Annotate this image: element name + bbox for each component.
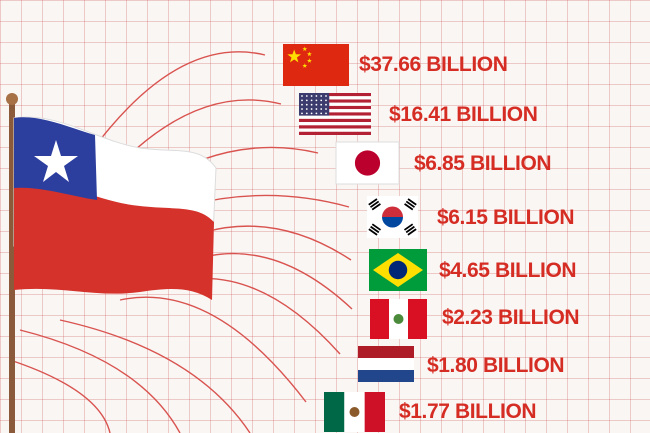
- value-label: $16.41 BILLION: [389, 103, 537, 126]
- connector-line-extra: [19, 329, 181, 433]
- brazil-flag-icon: [369, 249, 427, 291]
- value-label: $37.66 BILLION: [359, 53, 507, 76]
- connector-lines: [9, 51, 353, 433]
- peru-flag-icon: [370, 299, 427, 339]
- chile-flag-icon: [6, 93, 217, 433]
- south-korea-flag-icon: [367, 196, 418, 238]
- value-label: $1.77 BILLION: [399, 400, 536, 423]
- value-label: $1.80 BILLION: [427, 354, 564, 377]
- connector-line-peru: [199, 252, 353, 310]
- connector-line-united-states: [121, 99, 282, 163]
- country-row-south-korea: $6.15 BILLION: [367, 196, 575, 238]
- flagpole: [9, 98, 15, 433]
- connector-line-extra: [59, 319, 251, 433]
- value-label: $2.23 BILLION: [442, 306, 579, 329]
- connector-line-china: [99, 51, 266, 141]
- country-row-peru: $2.23 BILLION: [370, 299, 580, 339]
- flagpole-finial: [6, 93, 18, 105]
- country-row-japan: $6.85 BILLION: [335, 141, 552, 185]
- connector-line-brazil: [204, 225, 352, 261]
- connector-line-extra: [9, 359, 111, 433]
- country-row-mexico: $1.77 BILLION: [324, 392, 537, 432]
- mexico-flag-icon: [324, 392, 385, 432]
- country-row-china: $37.66 BILLION: [283, 44, 508, 86]
- country-row-united-states: $16.41 BILLION: [299, 93, 538, 135]
- value-label: $6.85 BILLION: [414, 152, 551, 175]
- japan-flag-icon: [335, 141, 400, 185]
- country-row-netherlands: $1.80 BILLION: [358, 346, 565, 382]
- netherlands-flag-icon: [358, 346, 414, 382]
- usa-flag-icon: [299, 93, 371, 135]
- value-label: $6.15 BILLION: [437, 206, 574, 229]
- value-label: $4.65 BILLION: [439, 259, 576, 282]
- china-flag-icon: [283, 44, 349, 86]
- connector-line-mexico: [119, 296, 307, 403]
- country-rows: $37.66 BILLION $16.41 BILLION $6.85 BILLIO…: [283, 44, 580, 432]
- country-row-brazil: $4.65 BILLION: [369, 249, 577, 291]
